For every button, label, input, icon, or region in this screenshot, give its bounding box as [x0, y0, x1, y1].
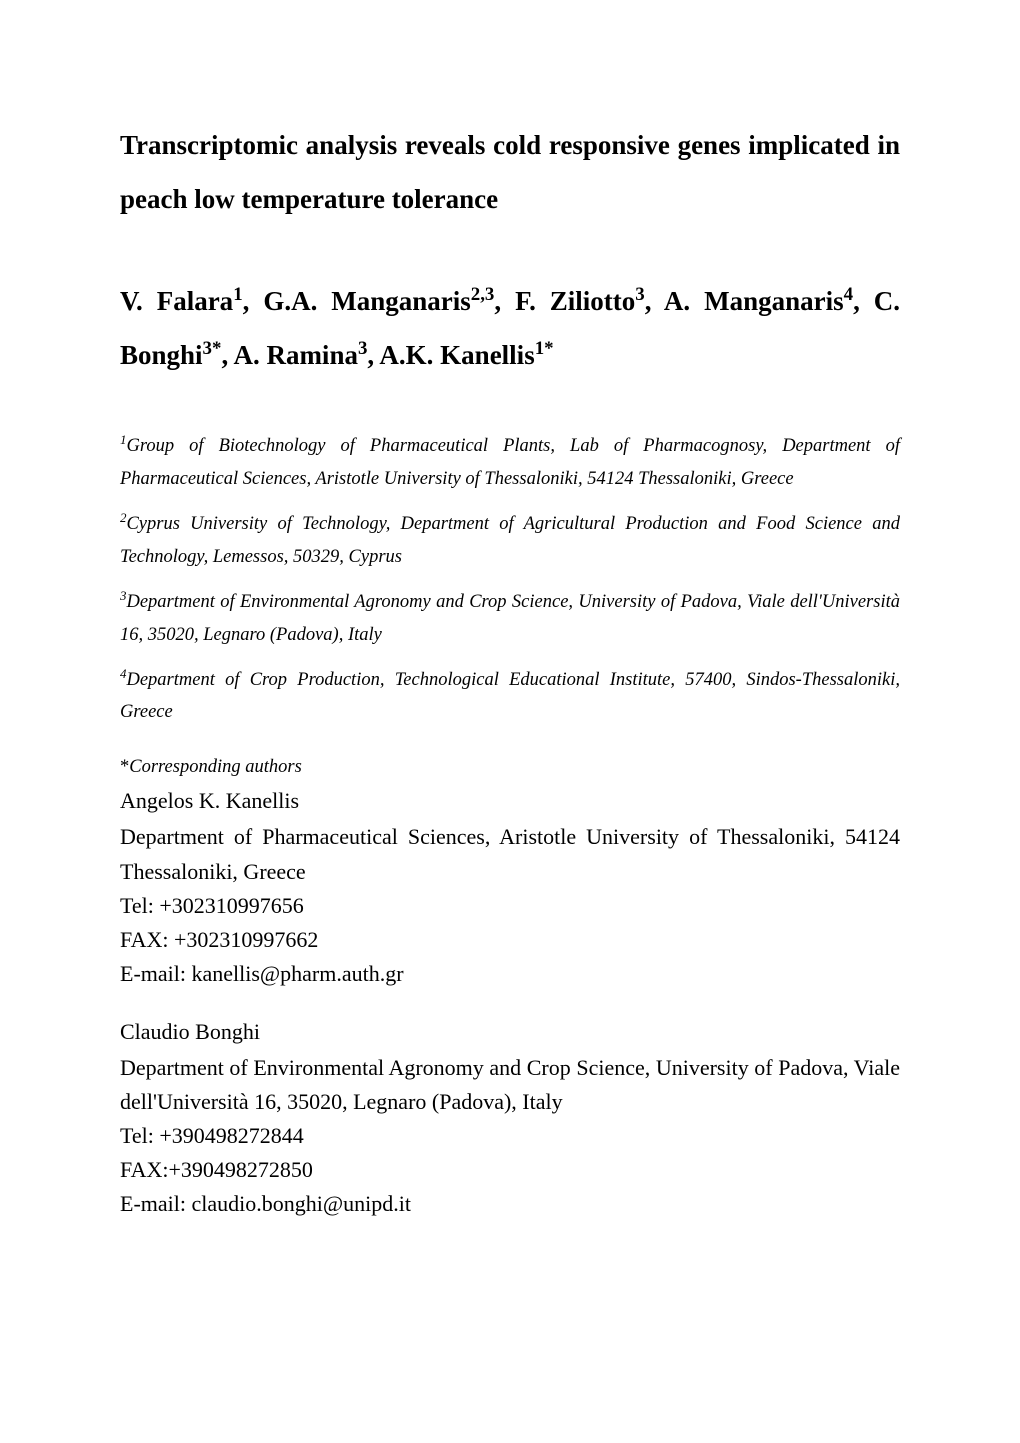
corresponding-text: Corresponding authors: [129, 757, 302, 777]
corresponding-author-fax: FAX:+390498272850: [120, 1153, 900, 1187]
paper-title: Transcriptomic analysis reveals cold res…: [120, 118, 900, 226]
affiliation-text: Cyprus University of Technology, Departm…: [120, 514, 900, 567]
corresponding-prefix: *: [120, 757, 129, 777]
affiliation-text: Group of Biotechnology of Pharmaceutical…: [120, 436, 900, 489]
author-list: V. Falara1, G.A. Manganaris2,3, F. Zilio…: [120, 274, 900, 382]
page: Transcriptomic analysis reveals cold res…: [0, 0, 1020, 1443]
affiliation: 1Group of Biotechnology of Pharmaceutica…: [120, 430, 900, 496]
corresponding-author-fax: FAX: +302310997662: [120, 923, 900, 957]
corresponding-author-tel: Tel: +390498272844: [120, 1119, 900, 1153]
corresponding-authors-label: *Corresponding authors: [120, 757, 900, 778]
corresponding-author-block: Claudio Bonghi Department of Environment…: [120, 1015, 900, 1222]
corresponding-author-name: Angelos K. Kanellis: [120, 784, 900, 818]
affiliation-text: Department of Environmental Agronomy and…: [120, 592, 900, 645]
corresponding-author-name: Claudio Bonghi: [120, 1015, 900, 1049]
affiliation-text: Department of Crop Production, Technolog…: [120, 670, 900, 723]
corresponding-author-block: Angelos K. Kanellis Department of Pharma…: [120, 784, 900, 991]
affiliation: 3Department of Environmental Agronomy an…: [120, 586, 900, 652]
corresponding-author-address: Department of Pharmaceutical Sciences, A…: [120, 820, 900, 888]
affiliation: 4Department of Crop Production, Technolo…: [120, 664, 900, 730]
affiliations-block: 1Group of Biotechnology of Pharmaceutica…: [120, 430, 900, 729]
corresponding-author-email: E-mail: claudio.bonghi@unipd.it: [120, 1187, 900, 1221]
corresponding-author-address: Department of Environmental Agronomy and…: [120, 1051, 900, 1119]
corresponding-author-tel: Tel: +302310997656: [120, 889, 900, 923]
corresponding-author-email: E-mail: kanellis@pharm.auth.gr: [120, 957, 900, 991]
affiliation: 2Cyprus University of Technology, Depart…: [120, 508, 900, 574]
